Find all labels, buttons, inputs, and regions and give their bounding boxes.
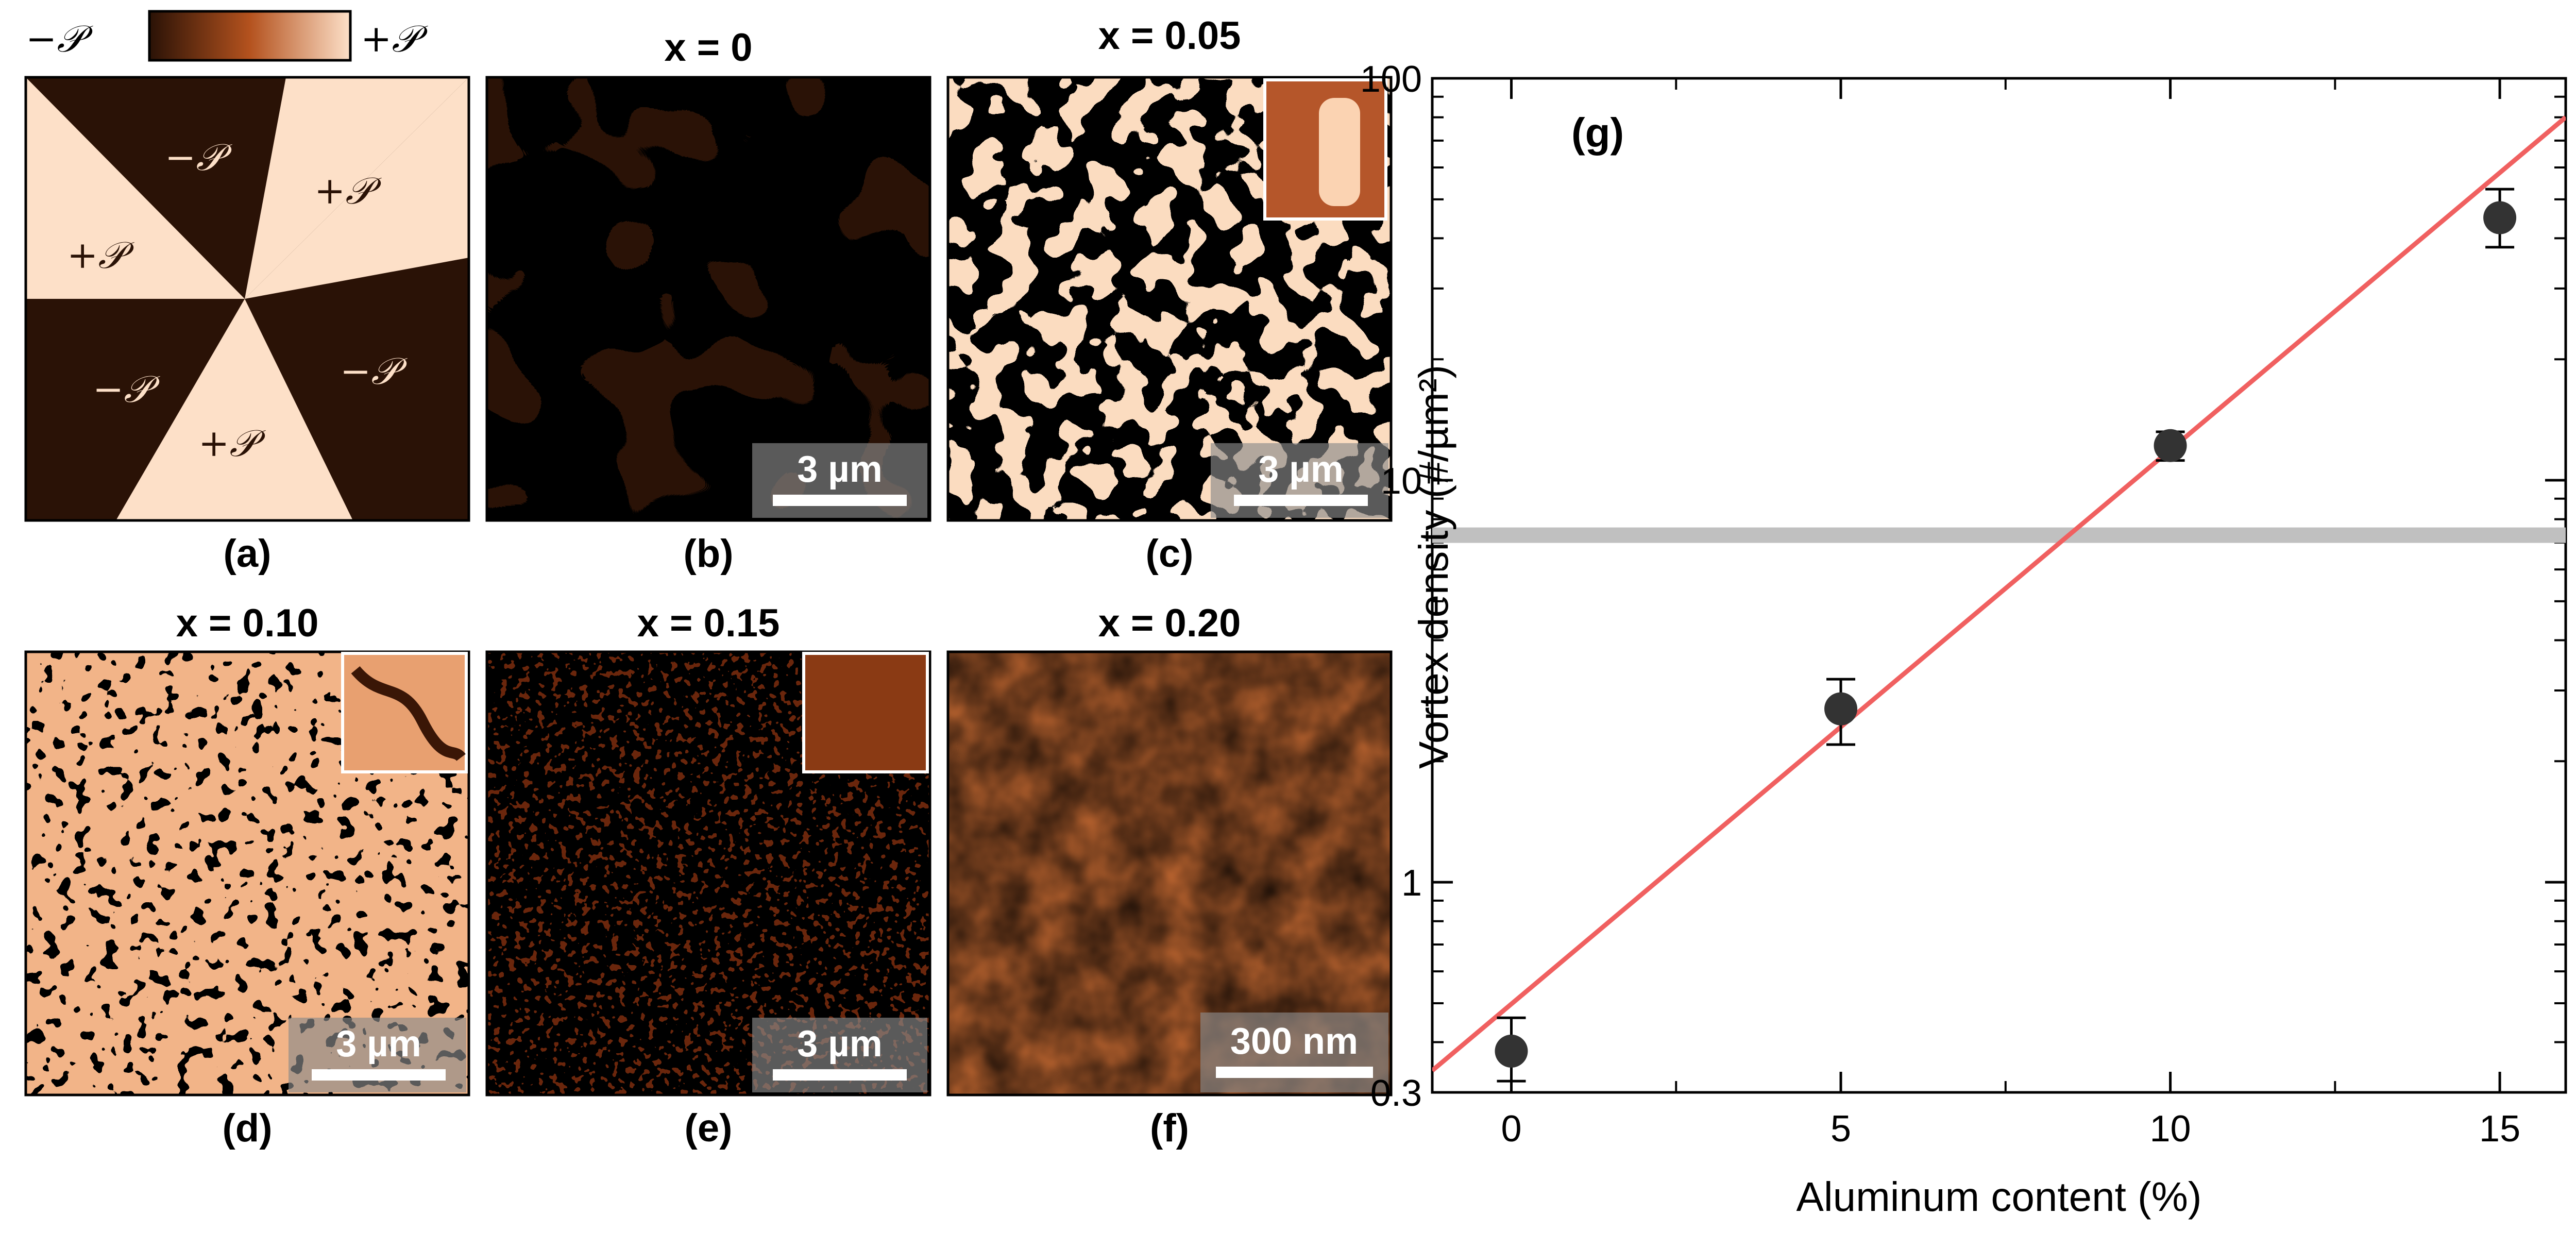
panel-a-caption: (a)	[224, 532, 272, 576]
panel-e-scalebar-label: 3 µm	[797, 1023, 883, 1065]
y-tick-label: 100	[1360, 59, 1422, 100]
data-point	[1824, 692, 1858, 726]
plot-frame	[1431, 77, 2567, 1094]
domain-pos-4	[116, 299, 353, 520]
panel-e-caption: (e)	[685, 1106, 733, 1150]
panel-d-title: x = 0.10	[176, 601, 319, 645]
panel-a-frame	[24, 76, 470, 522]
panel-d: x = 0.10 3 µm (d)	[24, 601, 470, 1150]
data-point	[1495, 1034, 1528, 1068]
panel-f-frame	[946, 650, 1393, 1097]
panel-c: x = 0.05 3 µm (c)	[946, 14, 1393, 576]
x-axis-label: Aluminum content (%)	[1797, 1174, 2202, 1220]
colorbar-neg-label: −𝒫	[26, 17, 93, 60]
domain-label-4: −𝒫	[93, 367, 160, 411]
panel-f-scalebar-box	[1200, 1013, 1388, 1092]
panel-g-label: (g)	[1571, 110, 1624, 156]
panel-c-inset-domain	[1319, 98, 1360, 206]
plot-marks	[1432, 115, 2566, 1083]
panel-a: −𝒫 +𝒫 +𝒫 −𝒫 +𝒫 −𝒫 (a)	[24, 76, 470, 576]
panel-e-scalebar	[773, 1069, 907, 1081]
panel-b-scalebar	[773, 495, 907, 506]
data-point	[2154, 429, 2187, 462]
panel-b-title: x = 0	[664, 26, 752, 70]
colorbar: −𝒫 +𝒫	[26, 10, 428, 62]
panel-c-frame	[946, 76, 1393, 522]
panel-f-scalebar-label: 300 nm	[1230, 1021, 1358, 1062]
panel-c-title: x = 0.05	[1098, 14, 1241, 58]
domain-pos-3	[245, 77, 469, 299]
x-tick-label: 10	[2150, 1108, 2191, 1150]
y-axis-label: Vortex density (#/µm²)	[1411, 365, 1456, 769]
axis-ticks: 0 5 10 15 0.3 1 10 100	[1360, 59, 2566, 1150]
panel-c-caption: (c)	[1146, 532, 1194, 576]
y-tick-label: 0.3	[1370, 1073, 1422, 1114]
y-tick-label: 1	[1401, 863, 1422, 904]
panel-e: x = 0.15 3 µm (e)	[485, 601, 931, 1150]
panel-c-scalebar	[1234, 495, 1368, 506]
panel-e-title: x = 0.15	[637, 601, 780, 645]
colorbar-gradient	[148, 10, 352, 62]
panel-f: x = 0.20 300 nm (f)	[946, 601, 1393, 1150]
domain-label-5: +𝒫	[198, 421, 266, 465]
domain-label-1: −𝒫	[165, 136, 232, 179]
panel-d-scalebar-label: 3 µm	[336, 1023, 421, 1065]
x-tick-label: 5	[1831, 1108, 1851, 1150]
panel-d-scalebar	[312, 1069, 446, 1081]
data-point	[2483, 201, 2517, 234]
domain-label-2: +𝒫	[314, 169, 382, 212]
panel-f-title: x = 0.20	[1098, 601, 1241, 645]
x-tick-label: 15	[2479, 1108, 2520, 1150]
fit-line	[1432, 115, 2566, 1073]
panel-f-scalebar	[1216, 1067, 1373, 1078]
x-tick-label: 0	[1501, 1108, 1521, 1150]
panel-d-caption: (d)	[222, 1106, 272, 1150]
panel-d-inset-wall	[351, 666, 466, 762]
panel-b: x = 0 3 µm (b)	[485, 26, 931, 576]
domain-label-6: −𝒫	[340, 349, 408, 393]
panel-b-caption: (b)	[683, 532, 733, 576]
panel-b-scalebar-label: 3 µm	[797, 449, 883, 490]
panel-e-frame	[485, 650, 931, 1097]
panel-e-inset	[802, 652, 929, 773]
panel-b-frame	[485, 76, 931, 522]
panel-d-frame	[24, 650, 470, 1097]
domain-label-3: +𝒫	[67, 233, 134, 277]
panel-f-caption: (f)	[1150, 1106, 1189, 1150]
y-tick-label: 10	[1381, 461, 1422, 502]
domain-pos-1	[26, 77, 245, 299]
panel-c-scalebar-label: 3 µm	[1258, 449, 1344, 490]
panel-g-chart: (g) 0 5 10 15 0.3 1 10 100 Aluminum content (%)…	[1360, 59, 2567, 1220]
colorbar-pos-label: +𝒫	[361, 17, 428, 60]
